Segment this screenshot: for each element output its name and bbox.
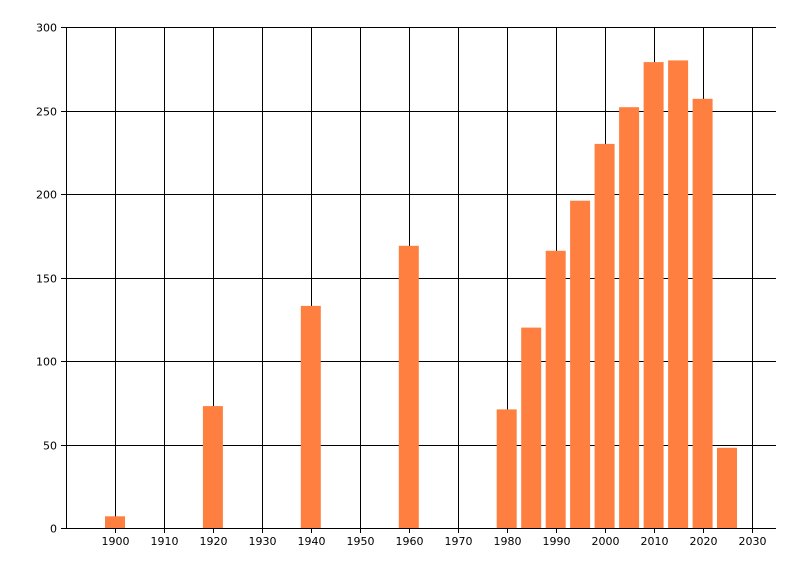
bar-1900: [105, 516, 125, 528]
bars: [105, 60, 737, 529]
bar-1940: [300, 305, 321, 528]
bar-1985: [521, 327, 542, 528]
y-tick-label: 200: [36, 189, 57, 202]
x-tick-label: 1940: [298, 535, 326, 548]
bar-1990: [545, 250, 566, 529]
x-tick-label: 1930: [249, 535, 277, 548]
y-tick-label: 50: [43, 440, 57, 453]
y-tick-label: 0: [50, 523, 57, 536]
bar-2015: [668, 60, 689, 529]
y-tick-label: 150: [36, 273, 57, 286]
x-tick-label: 1990: [543, 535, 571, 548]
x-tick-label: 1910: [151, 535, 179, 548]
bar-1960: [398, 245, 419, 529]
x-tick-label: 1920: [200, 535, 228, 548]
x-tick-label: 2000: [592, 535, 620, 548]
x-tick-label: 2020: [690, 535, 718, 548]
axes: [61, 27, 776, 533]
x-tick-label: 1950: [347, 535, 375, 548]
bar-2005: [619, 107, 640, 528]
x-tick-label: 1980: [494, 535, 522, 548]
bar-2020: [692, 98, 713, 529]
x-tick-label: 2030: [739, 535, 767, 548]
x-tick-label: 1970: [445, 535, 473, 548]
bar-1995: [570, 200, 591, 528]
y-tick-label: 250: [36, 106, 57, 119]
y-tick-label: 100: [36, 356, 57, 369]
bar-1920: [202, 406, 223, 528]
bar-2025: [717, 447, 737, 528]
bar-1980: [496, 409, 517, 528]
bar-2010: [643, 62, 664, 528]
x-tick-label: 1900: [102, 535, 130, 548]
bar-2000: [594, 143, 615, 528]
tick-labels: 0 50 100 150 200 250 300 1900 1910 1920 1930 1940 19…: [36, 22, 767, 549]
x-tick-label: 2010: [641, 535, 669, 548]
x-tick-label: 1960: [396, 535, 424, 548]
y-tick-label: 300: [36, 22, 57, 35]
